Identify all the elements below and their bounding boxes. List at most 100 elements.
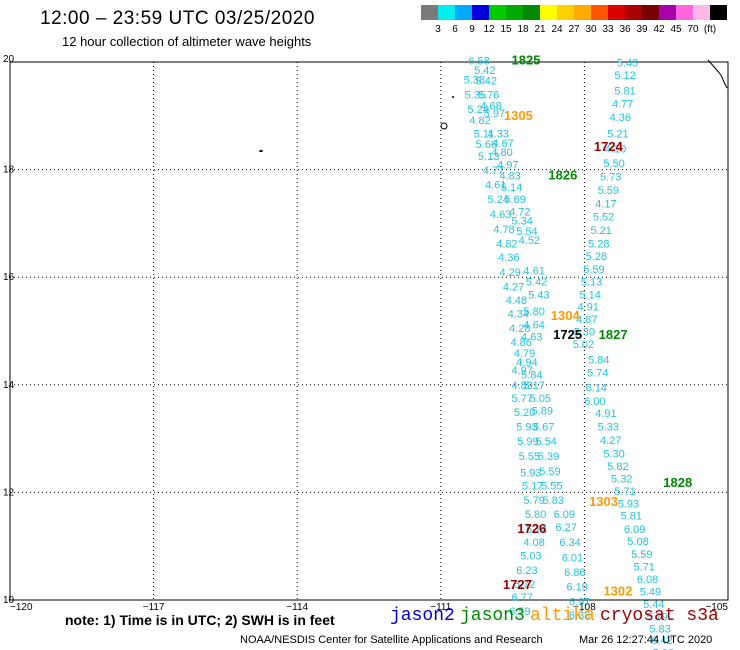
wave-height-value: 5.30	[603, 448, 624, 460]
color-legend-label: (ft)	[703, 24, 717, 35]
wave-height-value: 4.08	[523, 537, 544, 549]
wave-height-value: 5.43	[617, 57, 638, 69]
wave-height-value: 5.24	[467, 104, 488, 116]
wave-height-value: 5.67	[533, 422, 554, 434]
x-tick-label: −111	[430, 602, 451, 613]
wave-height-value: 4.80	[491, 147, 512, 159]
baja-coastline	[707, 59, 728, 89]
color-legend-label: 15	[500, 24, 512, 35]
color-legend-label: 33	[602, 24, 614, 35]
color-legend-label: 42	[653, 24, 665, 35]
wave-height-value: 5.42	[476, 76, 497, 88]
color-swatch	[625, 5, 642, 20]
wave-height-value: 5.44	[643, 599, 664, 611]
legend-cryosat-s3a: cryosat s3a	[600, 606, 719, 626]
color-swatch	[591, 5, 608, 20]
wave-height-value: 5.72	[514, 579, 535, 591]
wave-height-value: 5.74	[587, 368, 608, 380]
wave-height-value: 5.76	[478, 90, 499, 102]
wave-height-value: 4.29	[499, 267, 520, 279]
x-tick-label: −120	[10, 602, 33, 613]
color-swatch	[574, 5, 591, 20]
x-tick-label: −105	[705, 602, 728, 613]
color-swatch	[472, 5, 489, 20]
wave-height-value: 5.43	[528, 290, 549, 302]
wave-height-value: 6.58	[468, 56, 489, 68]
color-swatch	[455, 5, 472, 20]
pass-time-label: 1724	[594, 139, 624, 154]
wave-heights-layer: 6.585.425.385.425.355.764.685.245.974.82…	[464, 56, 674, 650]
wave-height-value: 5.83	[543, 495, 564, 507]
wave-height-value: 5.12	[614, 70, 635, 82]
color-swatch	[421, 5, 438, 20]
wave-height-value: 4.63	[521, 332, 542, 344]
color-swatch	[489, 5, 506, 20]
wave-height-value: 5.33	[598, 422, 619, 434]
color-legend-label: 30	[585, 24, 597, 35]
wave-height-value: 4.67	[492, 138, 513, 150]
wave-height-value: 5.38	[464, 75, 485, 87]
wave-height-value: 6.01	[562, 552, 583, 564]
color-legend-label: 3	[435, 24, 441, 35]
wave-height-value: 5.13	[478, 151, 499, 163]
wave-height-value: 6.86	[564, 567, 585, 579]
wave-height-value: 5.14	[579, 290, 600, 302]
wave-height-value: 4.86	[511, 337, 532, 349]
wave-height-value: 6.14	[586, 382, 607, 394]
wave-height-value: 5.81	[614, 85, 635, 97]
wave-height-value: 5.42	[474, 65, 495, 77]
wave-height-value: 4.79	[514, 348, 535, 360]
color-swatch	[676, 5, 693, 20]
wave-height-value: 4.83	[499, 170, 520, 182]
wave-height-value: 5.50	[603, 158, 624, 170]
wave-height-value: 6.00	[584, 396, 605, 408]
page-subtitle: 12 hour collection of altimeter wave hei…	[62, 34, 312, 49]
pass-time-label: 1826	[548, 167, 577, 182]
color-swatch	[659, 5, 676, 20]
wave-height-value: 5.83	[649, 623, 670, 635]
wave-height-value: 5.42	[526, 276, 547, 288]
wave-height-value: 4.52	[519, 235, 540, 247]
pass-time-label: 1302	[603, 584, 632, 599]
island-socorro	[440, 122, 448, 130]
wave-height-value: 6.09	[554, 509, 575, 521]
color-swatch	[438, 5, 455, 20]
wave-height-value: 6.97	[569, 596, 590, 608]
legend-jason2: jason2	[390, 606, 455, 626]
wave-height-value: 4.61	[485, 179, 506, 191]
color-swatch	[506, 5, 523, 20]
color-legend-label: 39	[636, 24, 648, 35]
wave-height-value: 5.59	[631, 549, 652, 561]
wave-height-value: 5.69	[504, 194, 525, 206]
pass-time-label: 1825	[512, 53, 541, 68]
y-tick-label: 14	[3, 380, 15, 391]
wave-height-value: 4.97	[511, 365, 532, 377]
wave-height-value: 4.82	[496, 239, 517, 251]
wave-height-value: 5.80	[525, 509, 546, 521]
wave-height-value: 5.89	[532, 405, 553, 417]
color-swatch	[557, 5, 574, 20]
wave-height-value: 6.23	[516, 565, 537, 577]
wave-height-value: 5.54	[535, 436, 556, 448]
wave-height-value: 4.64	[523, 319, 544, 331]
wave-height-value: 4.10	[605, 143, 626, 155]
wave-height-value: 5.84	[588, 354, 609, 366]
color-legend-label: 18	[517, 24, 529, 35]
wave-height-value: 5.97	[484, 108, 505, 120]
wave-height-value: 5.39	[538, 451, 559, 463]
wave-height-value: 5.93	[618, 498, 639, 510]
y-tick-label: 20	[3, 54, 15, 65]
wave-height-value: 5.11	[474, 128, 495, 140]
wave-height-value: 4.27	[600, 435, 621, 447]
wave-height-value: 5.32	[611, 474, 632, 486]
pass-time-label: 1304	[551, 308, 581, 323]
wave-height-value: 4.27	[503, 282, 524, 294]
wave-height-value: 4.91	[595, 408, 616, 420]
wave-height-value: 4.82	[469, 115, 490, 127]
color-swatch	[642, 5, 659, 20]
x-tick-label: −114	[286, 602, 308, 613]
wave-height-value: 5.55	[541, 481, 562, 493]
wave-height-value: 4.87	[576, 314, 597, 326]
wave-height-value: 4.68	[480, 100, 501, 112]
wave-height-value: 5.74	[526, 524, 547, 536]
